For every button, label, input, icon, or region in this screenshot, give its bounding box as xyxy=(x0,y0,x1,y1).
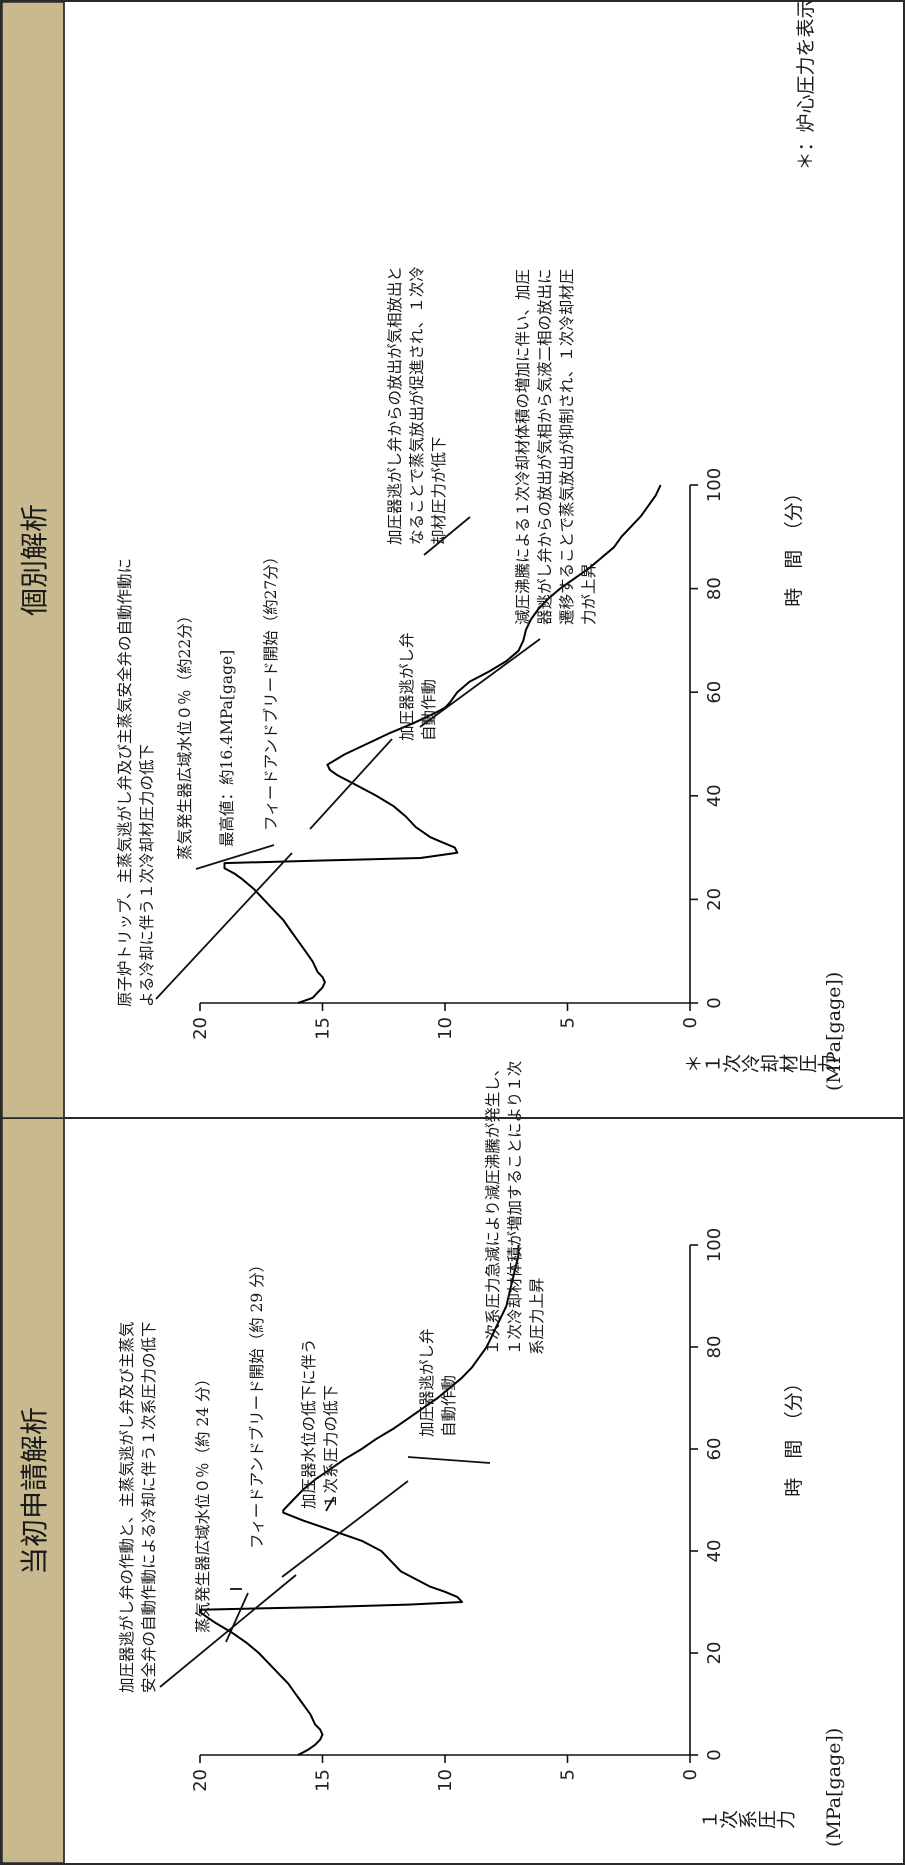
annotation-arrows xyxy=(155,516,541,1000)
panel-title: 個別解析 xyxy=(18,504,51,616)
annotation-sg-level: 蒸気発生器広域水位０％（約22分） xyxy=(176,608,194,860)
x-axis-label: 時 間 （分） xyxy=(783,1373,805,1497)
arrow-5 xyxy=(419,638,541,728)
annotation-pressure-drop: 加圧器逃がし弁の作動と、主蒸気逃がし弁及び主蒸気 安全弁の自動作動による冷却に伴… xyxy=(118,1317,158,1693)
y-tick-label: 5 xyxy=(558,1769,579,1780)
y-tick-label: 5 xyxy=(558,1017,579,1028)
x-tick-label: 80 xyxy=(704,577,725,600)
y-tick-labels: 0 5 10 15 20 xyxy=(190,1003,701,1040)
arrow-4 xyxy=(325,1496,335,1512)
annotations: 原子炉トリップ、主蒸気逃がし弁及び主蒸気安全弁の自動作動に よる冷却に伴う１次冷… xyxy=(116,261,598,1007)
x-tick-label: 100 xyxy=(704,1228,725,1262)
arrow-3 xyxy=(309,738,393,830)
y-tick-label: 20 xyxy=(190,1017,211,1040)
arrow-2 xyxy=(225,1592,249,1643)
x-tick-labels: 0 20 40 60 80 100 xyxy=(690,1228,725,1761)
annotation-relief-valve: 加圧器逃がし弁 自動作動 xyxy=(398,628,438,741)
series-line xyxy=(223,484,662,1004)
annotation-sg-level: 蒸気発生器広域水位０％（約 24 分） xyxy=(194,1371,212,1633)
x-tick-label: 80 xyxy=(704,1336,725,1359)
panel-title: 当初申請解析 xyxy=(18,1407,51,1575)
x-tick-label: 40 xyxy=(704,1540,725,1563)
y-tick-label: 10 xyxy=(435,1769,456,1792)
y-axis-unit: (MPa[gage]) xyxy=(823,1728,845,1847)
footnote: ＊：炉心圧力を表示 xyxy=(795,0,817,171)
x-axis-label: 時 間 （分） xyxy=(783,483,805,607)
y-axis-unit: (MPa[gage]) xyxy=(823,972,845,1091)
annotation-feed-bleed: フィードアンドブリード開始（約 29 分） xyxy=(247,1257,266,1549)
x-tick-label: 40 xyxy=(704,784,725,807)
x-tick-label: 20 xyxy=(704,888,725,911)
annotation-flash-boiling: １次系圧力急減により減圧沸騰が発生し、 １次冷却材体積が増加することにより１次 … xyxy=(484,1056,546,1355)
y-tick-label: 10 xyxy=(435,1017,456,1040)
annotation-relief-valve: 加圧器逃がし弁 自動作動 xyxy=(418,1324,458,1437)
annotation-level-drop: 加圧器水位の低下に伴う １次系圧力の低下 xyxy=(300,1334,340,1509)
arrow-1 xyxy=(155,852,293,1000)
arrow-4 xyxy=(423,516,471,556)
y-axis-label: ＊１次冷却材圧力 xyxy=(684,1054,836,1076)
annotation-arrows xyxy=(159,1456,491,1688)
annotation-flash-boiling: 減圧沸騰による１次冷却材体積の増加に伴い、加圧 器逃がし弁からの放出が気相から気… xyxy=(514,264,598,625)
x-tick-label: 60 xyxy=(704,681,725,704)
y-tick-label: 20 xyxy=(190,1769,211,1792)
x-tick-label: 20 xyxy=(704,1642,725,1665)
x-tick-labels: 0 20 40 60 80 100 xyxy=(690,468,725,1009)
x-tick-label: 60 xyxy=(704,1438,725,1461)
panel-individual-analysis: 個別解析 0 5 10 15 20 0 20 40 60 80 100 時 間 （分） ＊：炉心圧… xyxy=(1,0,845,1119)
arrow-1 xyxy=(159,1574,297,1688)
arrow-2 xyxy=(195,844,275,870)
annotation-max-value: 最高値：約16.4MPa[gage] xyxy=(218,650,236,847)
y-tick-label: 15 xyxy=(313,1769,334,1792)
arrow-6 xyxy=(407,1456,491,1464)
annotations: 加圧器逃がし弁の作動と、主蒸気逃がし弁及び主蒸気 安全弁の自動作動による冷却に伴… xyxy=(118,1056,546,1693)
y-tick-labels: 0 5 10 15 20 xyxy=(190,1755,701,1792)
series-line xyxy=(199,1245,520,1756)
y-axis-label: １次系圧力 xyxy=(700,1810,795,1832)
annotation-gas-release: 加圧器逃がし弁からの放出が気相放出と なることで蒸気放出が促進され、１次冷 却材… xyxy=(386,261,448,545)
y-tick-label: 0 xyxy=(680,1769,701,1780)
annotation-feed-bleed: フィードアンドブリード開始（約27分） xyxy=(261,549,280,831)
x-tick-label: 0 xyxy=(704,997,725,1008)
arrow-5 xyxy=(281,1480,409,1578)
panel-initial-application: 当初申請解析 0 5 10 15 20 0 20 40 60 80 100 時 間 （分） １次系… xyxy=(1,1056,845,1864)
y-tick-label: 15 xyxy=(313,1017,334,1040)
x-tick-label: 0 xyxy=(704,1749,725,1760)
x-tick-label: 100 xyxy=(704,468,725,502)
annotation-reactor-trip: 原子炉トリップ、主蒸気逃がし弁及び主蒸気安全弁の自動作動に よる冷却に伴う１次冷… xyxy=(116,553,156,1007)
y-tick-label: 0 xyxy=(680,1017,701,1028)
